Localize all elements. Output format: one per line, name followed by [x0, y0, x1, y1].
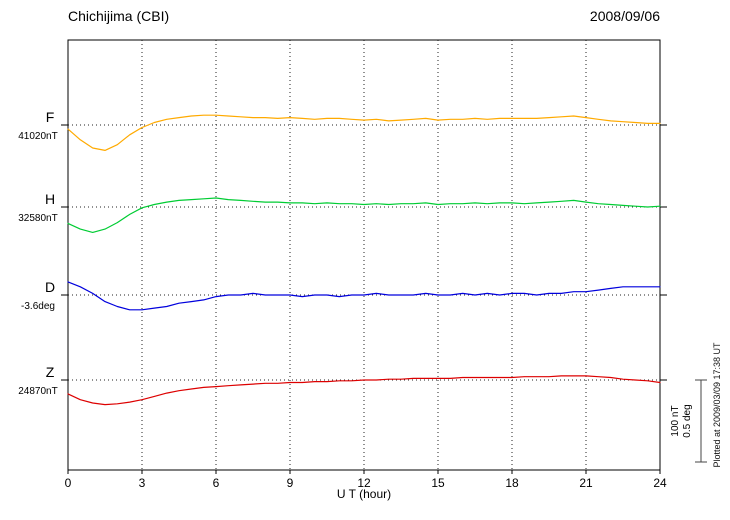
- date-label: 2008/09/06: [590, 8, 660, 24]
- series-labels-layer: F 41020nT H 32580nT D -3.6deg Z 24870nT: [18, 109, 57, 397]
- trace-D: [67, 281, 661, 311]
- x-tick-label-3: 3: [139, 476, 146, 490]
- x-tick-label-0: 0: [65, 476, 72, 490]
- x-tick-label-9: 9: [287, 476, 294, 490]
- series-baseline-label-F: 41020nT: [18, 131, 57, 142]
- series-baseline-label-H: 32580nT: [18, 213, 57, 224]
- series-baseline-label-D: -3.6deg: [21, 301, 55, 312]
- trace-H: [67, 197, 661, 233]
- scale-bar: 100 nT 0.5 deg: [670, 379, 707, 463]
- series-name-H: H: [45, 191, 55, 207]
- x-tick-label-18: 18: [505, 476, 519, 490]
- series-name-Z: Z: [46, 364, 55, 380]
- scale-label-nt: 100 nT: [670, 405, 681, 436]
- trace-Z: [67, 375, 661, 406]
- trace-F: [67, 114, 661, 151]
- page-title: Chichijima (CBI): [68, 8, 169, 24]
- series-name-F: F: [46, 109, 55, 125]
- x-tick-label-12: 12: [357, 476, 371, 490]
- series-name-D: D: [45, 279, 55, 295]
- x-tick-label-24: 24: [653, 476, 667, 490]
- x-tick-label-15: 15: [431, 476, 445, 490]
- scale-label-deg: 0.5 deg: [682, 404, 693, 437]
- series-baseline-label-Z: 24870nT: [18, 386, 57, 397]
- x-tick-label-21: 21: [579, 476, 593, 490]
- grid-layer: 0 3 6 9 12 15 18 21 24: [61, 40, 667, 490]
- traces-layer: [67, 114, 661, 406]
- x-tick-label-6: 6: [213, 476, 220, 490]
- plotted-at-note: Plotted at 2009/03/09 17:38 UT: [712, 342, 722, 468]
- x-axis-title: U T (hour): [337, 487, 391, 501]
